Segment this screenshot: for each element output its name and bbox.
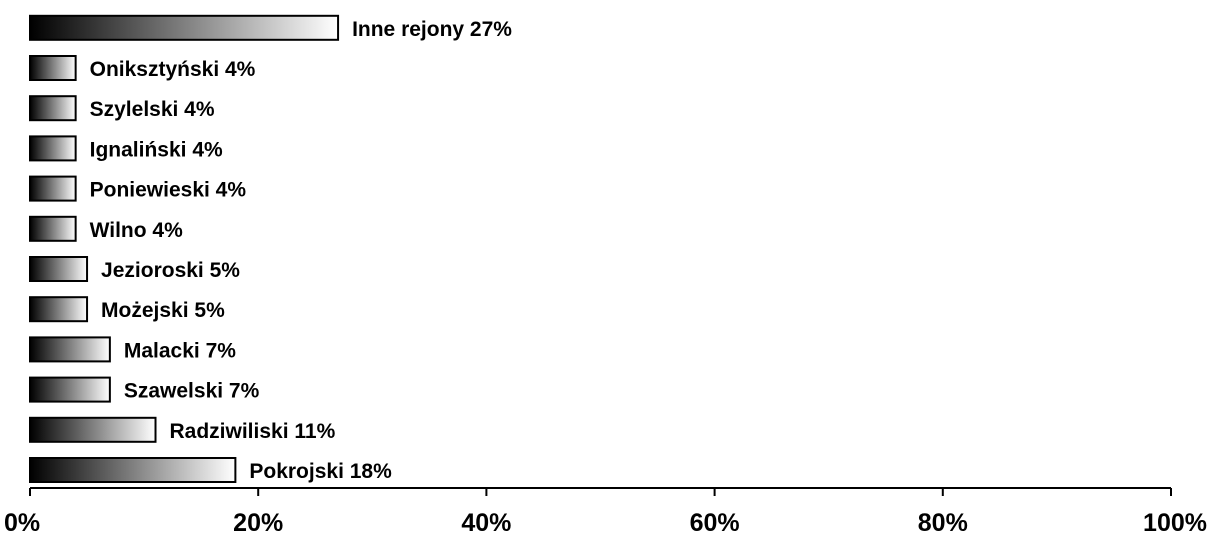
bar-radziwiliski — [29, 416, 157, 443]
bar-poniewieski — [29, 175, 77, 202]
x-tick-label: 20% — [233, 509, 283, 537]
bar-malacki — [29, 336, 111, 363]
bar-pokrojski — [29, 457, 237, 483]
data-label: Szylelski 4% — [90, 98, 215, 121]
x-axis: 0% 20% 40% 60% 80% 100% — [4, 487, 1207, 537]
bar-jezioroski — [29, 256, 89, 282]
bar-ignaliński — [29, 135, 77, 162]
bar-możejski — [29, 296, 89, 323]
bars-layer — [29, 14, 340, 483]
data-label: Pokrojski 18% — [249, 460, 392, 483]
data-label: Ignaliński 4% — [90, 138, 223, 161]
bar-wilno — [29, 215, 77, 242]
data-labels-layer: Pokrojski 18% Radziwiliski 11% Szawelski 7… — [90, 18, 513, 483]
x-tick-label: 80% — [918, 509, 968, 537]
bar-szylelski — [29, 95, 77, 122]
x-tick-label: 0% — [4, 509, 40, 537]
data-label: Inne rejony 27% — [352, 18, 512, 41]
bar-szawelski — [29, 376, 111, 403]
data-label: Poniewieski 4% — [90, 179, 247, 202]
bar-oniksztyński — [29, 55, 77, 81]
data-label: Szawelski 7% — [124, 380, 260, 403]
data-label: Malacki 7% — [124, 339, 236, 362]
bar-inne-rejony — [29, 14, 340, 41]
x-tick-label: 60% — [690, 509, 740, 537]
data-label: Wilno 4% — [90, 219, 183, 242]
data-label: Oniksztyński 4% — [90, 58, 256, 81]
x-tick-label: 40% — [461, 509, 511, 537]
x-tick-label: 100% — [1143, 509, 1207, 537]
data-label: Radziwiliski 11% — [170, 420, 336, 443]
data-label: Możejski 5% — [101, 299, 225, 322]
data-label: Jezioroski 5% — [101, 259, 240, 282]
